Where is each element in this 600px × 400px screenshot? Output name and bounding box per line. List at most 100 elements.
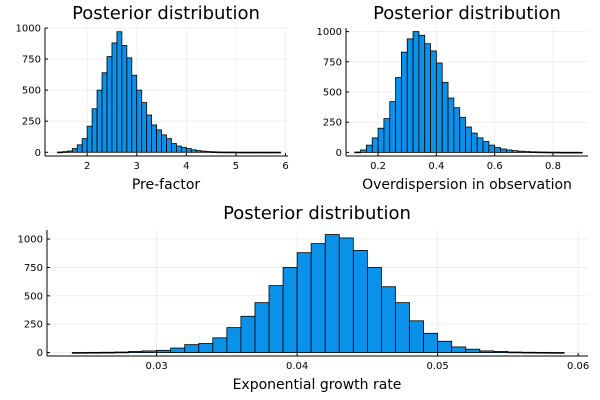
histogram-bar [76,144,83,153]
histogram-bar [412,31,420,153]
histogram-bar [250,151,257,154]
histogram-bar [465,126,472,153]
x-axis-label: Overdispersion in observation [362,177,572,193]
histogram-bar [296,252,312,353]
histogram-bar [430,50,437,153]
x-tick-label: 4 [183,161,189,172]
histogram-bar [517,150,525,153]
histogram-bar [409,320,424,353]
histogram-bar [66,150,73,153]
histogram-bar [260,151,267,154]
histogram-bar [195,150,202,153]
histogram-bar [435,62,443,153]
y-tick-label: 0 [35,148,41,159]
y-tick-label: 0 [336,148,342,159]
y-tick-label: 250 [323,118,342,129]
histogram-bar [126,57,133,153]
histogram-bar [360,149,367,153]
histogram-bar [81,138,88,153]
histogram-bar [447,97,455,153]
histogram-bar [406,38,414,153]
chart-title: Posterior distribution [72,3,260,24]
histogram-bar [479,350,495,353]
histogram-bar [570,151,577,154]
histogram-bar [540,151,548,154]
histogram-bar [225,151,232,154]
x-axis-label: Pre-factor [132,177,201,193]
histogram-bar [185,148,192,153]
histogram-bar [176,145,182,153]
histogram-bar [198,343,214,353]
histogram-bar [190,149,197,153]
histogram-bar [423,332,439,353]
histogram-bar [453,107,461,153]
histogram-bar [437,340,453,353]
histogram-bar [156,349,172,353]
histogram-bar [441,81,449,153]
histogram-bar [85,351,101,354]
histogram-bar [482,141,490,153]
histogram-bar [505,149,513,153]
y-tick-label: 250 [24,320,43,331]
histogram-bar [270,151,277,154]
histogram-bar [156,129,162,153]
histogram-bar [61,151,68,153]
histogram-bar [184,344,200,353]
histogram-bar [488,144,496,153]
histogram-bar [470,132,478,153]
x-tick-label: 0.06 [567,361,589,372]
histogram-bar [465,348,481,353]
histogram-bar [552,151,560,154]
histogram-bar [459,116,466,153]
histogram-bar [523,151,531,153]
histogram-bar [136,89,143,153]
histogram-bar [71,148,78,153]
histogram-bar [210,151,217,153]
histogram-bar [400,51,408,153]
histogram-bar [96,89,103,153]
histogram-bar [86,125,93,153]
x-tick-label: 5 [233,161,239,172]
histogram-bar [141,102,148,153]
y-tick-label: 1000 [16,24,41,35]
histogram-bar [131,74,138,153]
histogram-bar [493,351,509,353]
histogram-bar [121,44,128,153]
histogram-bar [549,352,565,354]
histogram-bar [106,56,113,153]
histogram-bar [220,151,227,154]
histogram-bar [171,143,177,153]
histogram-bar [366,267,382,353]
histogram-bar [575,151,583,154]
y-tick-label: 0 [37,348,43,359]
x-tick-label: 0.03 [145,361,167,372]
x-tick-label: 0.2 [370,161,386,172]
histogram-bar [268,285,284,353]
histogram-bar [255,151,262,154]
histogram-bar [142,350,158,353]
x-tick-label: 0.05 [427,361,449,372]
histogram-bar [424,43,431,153]
histogram-bar [377,127,385,153]
histogram-bar [254,302,270,353]
x-axis-label: Exponential growth rate [233,377,402,393]
chart-title: Posterior distribution [223,203,411,224]
histogram-bar [161,134,167,153]
histogram-bar [275,151,281,154]
histogram-bar [245,151,252,154]
histogram-bar [128,351,143,353]
histogram-bar [535,351,551,354]
histogram-bar [310,243,326,353]
histogram-bar [99,351,115,354]
histogram-bar [151,124,157,153]
histogram-bar [282,267,298,353]
histogram-bar [170,347,186,353]
histogram-bar [389,101,396,153]
histogram-bar [180,146,187,153]
histogram-bar [564,151,571,154]
y-tick-label: 750 [323,57,342,68]
chart-panel-growth-rate: Posterior distribution Exponential growt… [18,203,590,393]
histogram-bar [114,351,129,354]
histogram-bar [240,315,256,353]
histogram-bar [240,151,247,154]
